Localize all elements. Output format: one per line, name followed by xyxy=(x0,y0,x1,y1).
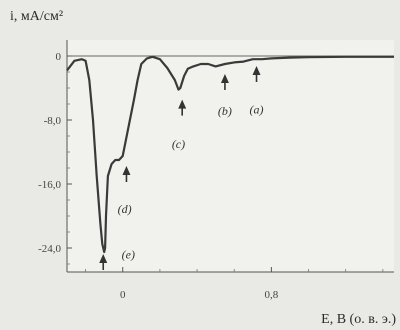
x-tick-label: 0,8 xyxy=(265,289,279,301)
annotation-c-label: (c) xyxy=(172,137,185,151)
annotation-e-arrow-head xyxy=(99,254,108,263)
y-axis-title: i, мА/см² xyxy=(10,9,63,24)
x-axis-title: E, В (о. в. э.) xyxy=(321,312,396,327)
annotation-b-arrow-head xyxy=(220,74,229,83)
annotation-a-label: (a) xyxy=(250,103,264,117)
series-layer xyxy=(66,55,394,254)
annotation-d-arrow-head xyxy=(122,166,131,175)
y-tick-label: -8,0 xyxy=(44,115,62,127)
annotation-b-label: (b) xyxy=(218,104,232,118)
annotation-layer: (a) (b) (c) (d) (e) xyxy=(99,66,264,270)
y-tick-label: -24,0 xyxy=(38,243,61,255)
x-tick-label: 0 xyxy=(120,289,126,301)
annotation-a-arrow-head xyxy=(252,66,261,75)
annotation-d-label: (d) xyxy=(118,202,132,216)
series-line-0 xyxy=(66,55,394,254)
axes: 0-8,0-16,0-24,000,81,6 xyxy=(38,40,394,301)
annotation-c-arrow-head xyxy=(178,99,187,109)
y-tick-label: -16,0 xyxy=(38,179,61,191)
annotation-e-label: (e) xyxy=(122,247,135,261)
y-tick-label: 0 xyxy=(56,51,62,63)
plot-area xyxy=(67,40,394,272)
